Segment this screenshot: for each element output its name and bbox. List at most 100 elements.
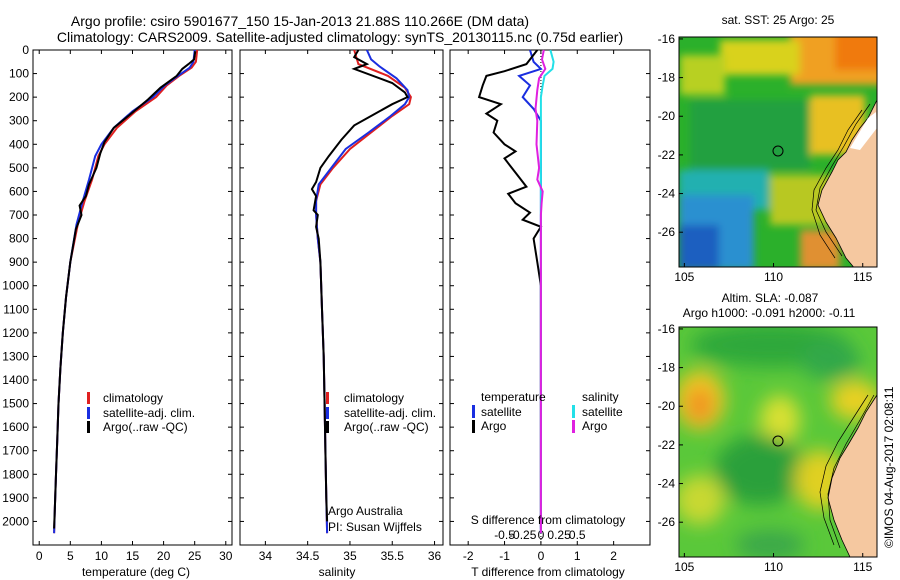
map-y-tick-label: -16 — [658, 322, 676, 336]
s-tick-label: 0.25 — [547, 528, 571, 542]
depth-tick-label: 500 — [9, 161, 29, 175]
sla-yellow-blob-west-core — [687, 387, 713, 423]
s-tick-label: -0.5 — [494, 528, 515, 542]
legend-argo-label: Argo(..raw -QC) — [344, 420, 429, 434]
series-line-temperature-argo — [477, 49, 543, 529]
depth-tick-label: 700 — [9, 208, 29, 222]
header-line-2: Climatology: CARS2009. Satellite-adjuste… — [57, 29, 623, 45]
x-tick-label: 15 — [126, 549, 140, 563]
depth-tick-label: 800 — [9, 232, 29, 246]
legend-sal-satellite-label: satellite — [582, 405, 623, 419]
depth-tick-label: 900 — [9, 255, 29, 269]
sst-yellow-patch-nw — [680, 55, 725, 95]
x-tick-label: 20 — [157, 549, 171, 563]
legend-climatology-label: climatology — [103, 391, 163, 405]
sst-isobath-1 — [811, 109, 863, 259]
sla-map — [679, 327, 877, 557]
depth-tick-label: 1300 — [2, 349, 29, 363]
map-x-tick-label: 110 — [764, 560, 783, 574]
x-tick-label: 10 — [95, 549, 109, 563]
argo-australia-annotation: Argo Australia — [328, 504, 403, 518]
x-tick-label: 36 — [428, 549, 442, 563]
map-y-tick-label: -20 — [658, 399, 676, 413]
sla-green-blob-south — [735, 530, 805, 557]
sla-green-blob-center — [715, 435, 805, 505]
depth-tick-label: 1900 — [2, 491, 29, 505]
map-y-tick-label: -22 — [658, 148, 676, 162]
difference-xlabel: T difference from climatology — [471, 565, 625, 579]
depth-tick-label: 1200 — [2, 326, 29, 340]
series-line-argo-raw-qc- — [53, 51, 197, 529]
sst-map-ticks: 105 110 115 -16 -18 -20 -22 -24 -26 — [658, 32, 873, 284]
legend-argo-label: Argo(..raw -QC) — [103, 420, 188, 434]
depth-tick-label: 100 — [9, 67, 29, 81]
sla-isobath-1 — [819, 394, 869, 546]
legend-climatology-swatch — [326, 392, 329, 404]
map-y-tick-label: -24 — [658, 477, 676, 491]
sst-warm-band-north-2 — [835, 37, 877, 70]
depth-tick-label: 1100 — [3, 302, 29, 316]
sst-map — [679, 37, 877, 267]
sst-map-frame — [678, 36, 878, 268]
panel-frame — [449, 49, 651, 546]
legend-satellite-swatch — [326, 407, 329, 419]
x-tick-label: 34.5 — [296, 549, 320, 563]
map-x-tick-label: 105 — [674, 270, 694, 284]
sla-argo-location-marker — [772, 435, 784, 447]
x-tick-label: 30 — [219, 549, 233, 563]
legend-sal-argo-label: Argo — [582, 419, 608, 433]
difference-panel: -2 -1 0 1 2 -0.5-0.25 0 0.250.5 — [449, 49, 651, 563]
salinity-xlabel: salinity — [319, 565, 356, 579]
map-x-tick-label: 115 — [853, 270, 872, 284]
x-tick-label: 0 — [538, 549, 545, 563]
x-tick-label: 5 — [67, 549, 74, 563]
sla-map-frame — [678, 326, 878, 558]
legend-satellite-swatch — [87, 407, 90, 419]
sst-green-core — [690, 100, 810, 170]
map-y-tick-label: -16 — [658, 32, 676, 46]
sla-map-ticks: 105 110 115 -16 -18 -20 -22 -24 -26 — [658, 322, 873, 574]
s-tick-label: -0.25 — [509, 528, 537, 542]
sst-map-title: sat. SST: 25 Argo: 25 — [722, 13, 835, 27]
depth-tick-label: 1600 — [2, 420, 29, 434]
legend-argo-swatch — [87, 421, 90, 433]
depth-tick-label: 300 — [9, 114, 29, 128]
sst-argo-location-marker — [772, 145, 784, 157]
legend-salinity-heading: salinity — [582, 390, 619, 404]
sst-isobath-2 — [815, 103, 871, 257]
legend-temp-argo-label: Argo — [481, 419, 507, 433]
s-tick-label: 0 — [538, 528, 545, 542]
sla-map-title-1: Altim. SLA: -0.087 — [722, 291, 819, 305]
map-y-tick-label: -18 — [658, 361, 676, 375]
x-tick-label: 25 — [188, 549, 202, 563]
legend-temp-satellite-swatch — [472, 405, 475, 418]
sla-yellow-blob-mid — [760, 395, 800, 445]
legend-satellite-label: satellite-adj. clim. — [103, 406, 195, 420]
s-tick-label: 0.5 — [569, 528, 586, 542]
x-tick-label: 1 — [574, 549, 581, 563]
depth-tick-label: 1700 — [2, 444, 29, 458]
x-tick-label: 2 — [610, 549, 617, 563]
sla-green-blob-ne — [800, 340, 860, 380]
panel-frame — [32, 49, 233, 546]
sst-cold-patch — [679, 225, 719, 267]
legend-climatology-swatch — [87, 392, 90, 404]
depth-tick-label: 1500 — [2, 397, 29, 411]
map-y-tick-label: -24 — [658, 187, 676, 201]
depth-tick-labels: 0 100 200 300 400 500 600 700 800 900 1000 1100 1200… — [2, 43, 29, 528]
map-x-tick-label: 105 — [674, 560, 694, 574]
map-y-tick-label: -18 — [658, 71, 676, 85]
series-line-argo-raw-qc- — [310, 49, 409, 522]
sst-yellow-patch-north — [720, 40, 800, 75]
legend-argo-swatch — [326, 421, 329, 433]
sla-isobath-2 — [827, 394, 875, 549]
legend-climatology-label: climatology — [344, 391, 404, 405]
map-x-tick-label: 110 — [764, 270, 783, 284]
legend-sal-satellite-swatch — [572, 405, 575, 418]
temperature-panel: 0 5 10 15 20 25 30 — [32, 49, 233, 563]
x-tick-label: 34 — [259, 549, 273, 563]
pi-annotation: PI: Susan Wijffels — [328, 520, 422, 534]
series-line-salinity-argo — [534, 49, 547, 534]
map-y-tick-label: -26 — [658, 515, 676, 529]
